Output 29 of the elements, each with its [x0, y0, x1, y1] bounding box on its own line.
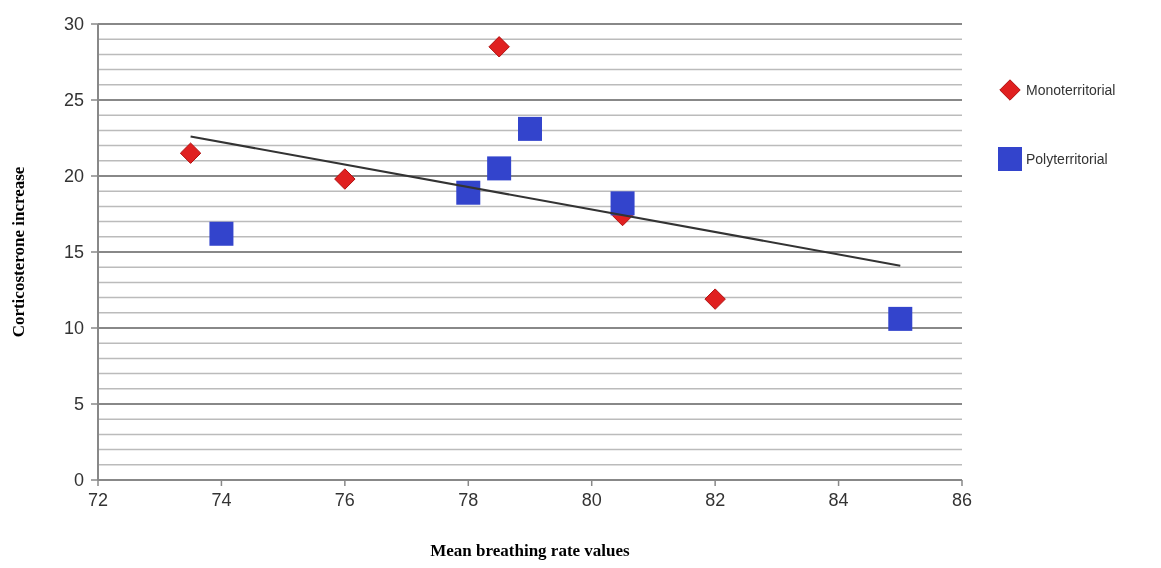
point: [487, 156, 512, 181]
x-tick-label: 80: [581, 490, 602, 510]
point: [334, 168, 356, 190]
y-tick-label: 15: [63, 242, 84, 262]
legend-label: Polyterritorial: [1026, 151, 1108, 167]
point: [179, 142, 202, 164]
point: [518, 116, 542, 141]
point: [610, 191, 635, 216]
x-tick-label: 84: [828, 490, 849, 510]
point: [456, 180, 481, 205]
point: [488, 36, 510, 58]
x-tick-label: 86: [951, 490, 973, 510]
y-axis-title: Corticosterone increase: [9, 166, 28, 338]
x-axis-title: Mean breathing rate values: [430, 541, 631, 560]
x-tick-label: 78: [458, 490, 479, 510]
point: [704, 288, 726, 310]
y-tick-label: 25: [63, 90, 84, 110]
y-tick-label: 10: [63, 318, 84, 338]
x-tick-label: 82: [705, 490, 726, 510]
x-tick-label: 76: [334, 490, 355, 510]
y-tick-label: 20: [63, 166, 84, 186]
x-tick-label: 72: [87, 490, 109, 510]
y-tick-label: 30: [63, 14, 84, 34]
y-tick-label: 5: [73, 394, 84, 414]
point: [209, 221, 234, 246]
legend-label: Monoterritorial: [1026, 82, 1116, 98]
point: [888, 306, 913, 331]
x-tick-label: 74: [211, 490, 232, 510]
y-tick-label: 0: [73, 470, 84, 490]
